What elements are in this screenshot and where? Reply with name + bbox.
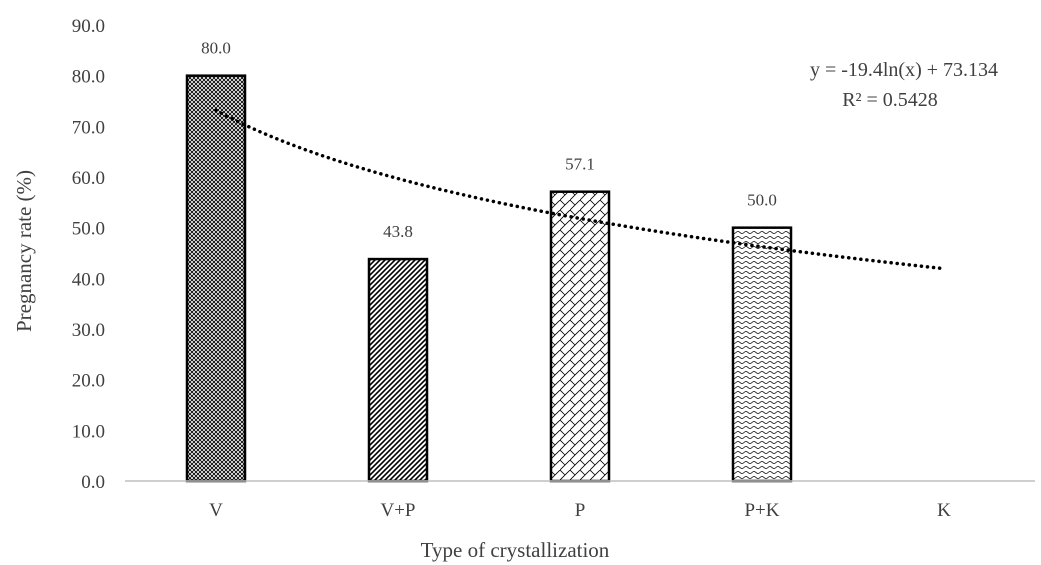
y-tick-label: 40.0 bbox=[72, 269, 105, 290]
x-tick-labels: V V+P P P+K K bbox=[209, 500, 951, 521]
bar-v-plus-p bbox=[367, 257, 429, 483]
x-tick-label: K bbox=[937, 500, 951, 521]
bar-v bbox=[185, 74, 247, 483]
data-label: 50.0 bbox=[747, 191, 777, 210]
data-label: 57.1 bbox=[565, 155, 595, 174]
x-tick-label: V bbox=[209, 500, 223, 521]
y-tick-label: 0.0 bbox=[81, 472, 105, 493]
y-tick-label: 70.0 bbox=[72, 117, 105, 138]
bar-p-plus-k bbox=[731, 226, 793, 483]
data-label: 80.0 bbox=[201, 39, 231, 58]
trendline-r-squared: R² = 0.5428 bbox=[842, 89, 938, 111]
y-tick-label: 60.0 bbox=[72, 168, 105, 189]
x-tick-label: P+K bbox=[744, 500, 779, 521]
y-tick-label: 80.0 bbox=[72, 67, 105, 88]
y-tick-label: 20.0 bbox=[72, 371, 105, 392]
data-label: 43.8 bbox=[383, 222, 413, 241]
x-tick-label: V+P bbox=[380, 500, 415, 521]
y-tick-label: 10.0 bbox=[72, 421, 105, 442]
x-axis-title: Type of crystallization bbox=[421, 538, 610, 562]
bar-p bbox=[549, 190, 611, 483]
y-tick-label: 50.0 bbox=[72, 219, 105, 240]
y-tick-label: 90.0 bbox=[72, 16, 105, 37]
y-axis-title: Pregnancy rate (%) bbox=[12, 170, 36, 332]
data-labels: 80.0 43.8 57.1 50.0 bbox=[201, 39, 777, 241]
y-tick-label: 30.0 bbox=[72, 320, 105, 341]
x-tick-label: P bbox=[575, 500, 586, 521]
trendline-equation: y = -19.4ln(x) + 73.134 bbox=[810, 59, 998, 81]
bars bbox=[185, 74, 793, 483]
y-tick-labels: 0.0 10.0 20.0 30.0 40.0 50.0 60.0 70.0 80.0 90.0 bbox=[72, 16, 105, 493]
